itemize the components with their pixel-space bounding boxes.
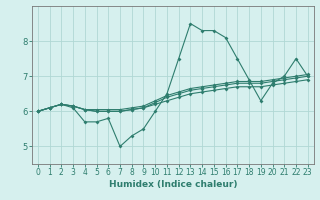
X-axis label: Humidex (Indice chaleur): Humidex (Indice chaleur) (108, 180, 237, 189)
